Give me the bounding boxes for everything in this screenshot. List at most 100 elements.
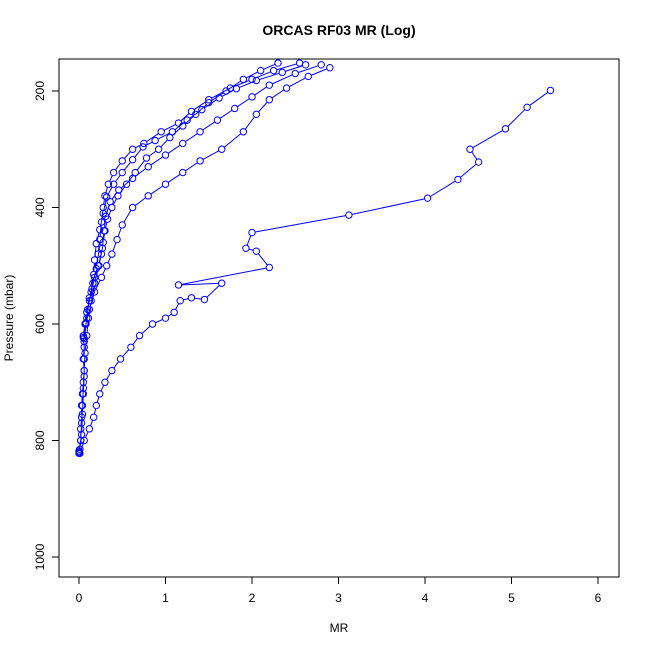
series-segment	[245, 71, 259, 79]
data-point	[326, 64, 334, 72]
data-point	[82, 319, 90, 327]
series-segment	[85, 431, 89, 438]
data-point	[252, 76, 261, 85]
series-segment	[102, 268, 106, 275]
series-segment	[184, 116, 194, 125]
series-segment	[122, 349, 130, 357]
series-segment	[219, 109, 233, 119]
data-point	[205, 96, 213, 104]
series-segment	[507, 109, 526, 127]
series-segment	[211, 92, 224, 102]
data-point	[265, 263, 273, 272]
series-segment	[181, 282, 219, 286]
series-segment	[96, 232, 100, 241]
data-point	[78, 410, 87, 418]
series-segment	[91, 277, 94, 289]
series-segment	[271, 89, 285, 99]
data-point	[179, 139, 187, 148]
data-point	[80, 372, 88, 381]
series-segment	[311, 68, 328, 76]
series-segment	[239, 81, 254, 88]
data-point	[168, 128, 177, 136]
data-point	[90, 413, 98, 421]
data-point	[101, 378, 109, 386]
data-point	[252, 247, 261, 255]
data-point	[128, 156, 137, 164]
data-point	[161, 151, 170, 159]
series-segment	[100, 384, 105, 392]
data-point	[213, 116, 222, 124]
data-point	[142, 154, 151, 162]
series-segment	[211, 89, 228, 99]
series-segment	[134, 149, 142, 158]
data-point	[90, 256, 99, 264]
series-segment	[101, 245, 104, 252]
data-point	[144, 163, 152, 171]
series-segment	[117, 227, 122, 237]
data-point	[252, 110, 261, 119]
series-segment	[141, 325, 151, 334]
data-point	[198, 105, 206, 114]
x-tick-label: 4	[422, 591, 429, 605]
y-tick-label: 400	[33, 197, 47, 217]
data-point	[232, 84, 241, 93]
data-point	[295, 59, 304, 67]
y-axis-label: Pressure (mbar)	[2, 275, 16, 362]
data-point	[301, 61, 310, 69]
series-3	[75, 64, 334, 455]
series-segment	[206, 285, 220, 298]
series-segment	[204, 99, 217, 109]
series-segment	[258, 101, 268, 113]
data-point	[174, 119, 183, 127]
data-point	[239, 128, 248, 136]
data-point	[97, 218, 106, 226]
series-segment	[259, 72, 280, 81]
series-segment	[194, 297, 202, 300]
data-point	[118, 168, 126, 177]
data-point	[282, 84, 291, 92]
data-point	[501, 125, 510, 133]
series-segment	[107, 256, 112, 264]
data-point	[215, 94, 223, 102]
series-segment	[237, 98, 250, 108]
series-segment	[94, 246, 97, 257]
series-segment	[89, 294, 95, 307]
x-tick-label: 1	[162, 591, 169, 605]
data-point	[128, 174, 137, 183]
data-point	[128, 203, 137, 212]
series-segment	[221, 89, 234, 97]
plot-area-frame	[58, 58, 620, 578]
data-point	[118, 157, 126, 165]
series-segment	[244, 116, 255, 130]
data-point	[248, 228, 256, 237]
series-segment	[150, 156, 164, 166]
data-point	[546, 86, 555, 95]
data-point	[144, 192, 152, 200]
data-point	[174, 281, 183, 289]
series-segment	[174, 121, 185, 131]
series-segment	[202, 150, 220, 160]
data-point	[96, 390, 104, 398]
series-segment	[103, 200, 107, 211]
data-point	[157, 128, 165, 136]
series-segment	[145, 141, 153, 146]
data-point	[76, 449, 84, 458]
data-point	[96, 225, 104, 234]
data-point	[218, 145, 226, 153]
series-segment	[193, 101, 207, 111]
data-point	[345, 211, 353, 219]
data-point	[154, 145, 163, 153]
data-point	[79, 333, 88, 342]
data-point	[218, 279, 226, 287]
data-point	[101, 192, 109, 200]
data-point	[92, 401, 101, 410]
data-point	[304, 72, 312, 81]
series-5	[76, 86, 555, 458]
series-segment	[85, 312, 88, 320]
x-tick-label: 0	[76, 591, 83, 605]
series-4	[80, 59, 304, 343]
x-axis: 0 1 2 3 4 5 6	[76, 576, 602, 605]
series-segment	[103, 198, 105, 205]
series-segment	[529, 91, 549, 106]
series-segment	[223, 133, 242, 148]
